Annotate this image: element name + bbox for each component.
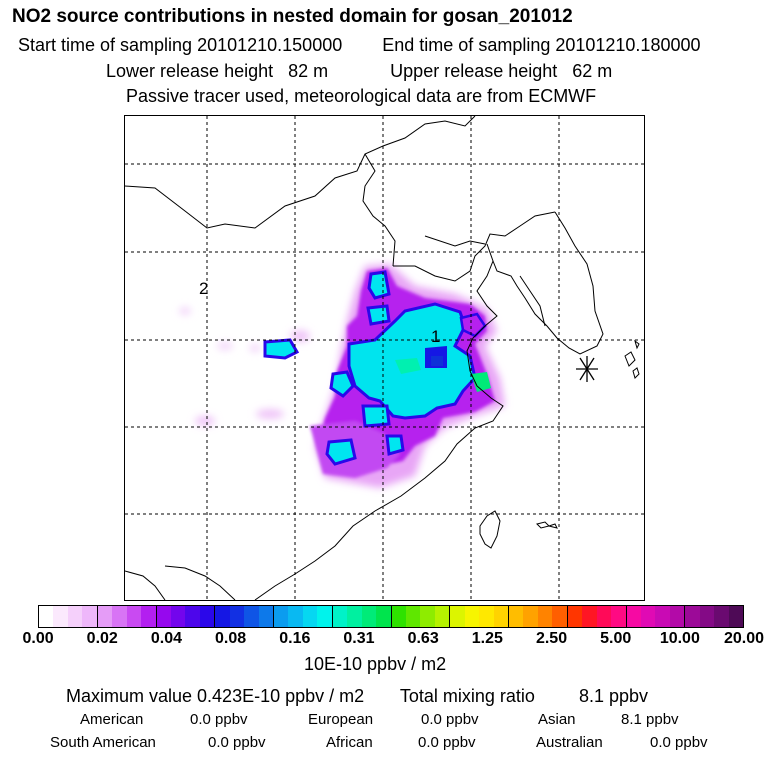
total-mixing-label: Total mixing ratio xyxy=(399,686,535,706)
receptor-marker xyxy=(576,356,598,382)
region-name-european: European xyxy=(308,711,374,728)
colorbar-swatch xyxy=(39,606,54,627)
region-name-american: American xyxy=(80,711,144,728)
region-value-african: 0.0 ppbv xyxy=(418,734,476,751)
colorbar-swatch xyxy=(699,606,715,627)
maximum-value: Maximum value 0.423E-10 ppbv / m2 xyxy=(66,686,365,706)
tracer-note: Passive tracer used, meteorological data… xyxy=(126,86,597,106)
colorbar-swatch xyxy=(170,606,186,627)
colorbar-swatch xyxy=(420,606,435,627)
colorbar-swatch xyxy=(141,606,157,627)
colorbar-tick-label: 0.04 xyxy=(150,630,182,647)
colorbar-swatch xyxy=(655,606,670,627)
colorbar-tick-label: 0.63 xyxy=(407,630,439,647)
total-mixing-value: 8.1 ppbv xyxy=(578,686,649,706)
start-time-label: Start time of sampling 20101210.150000 xyxy=(18,35,343,55)
colorbar-tick-label: 0.00 xyxy=(22,630,54,647)
colorbar-swatch xyxy=(611,606,627,627)
colorbar-swatch xyxy=(67,606,83,627)
colorbar-swatch xyxy=(126,606,142,627)
coastlines xyxy=(124,115,640,601)
colorbar-swatch xyxy=(685,606,700,627)
colorbar-swatch xyxy=(215,606,230,627)
map-canvas: 1 2 xyxy=(124,115,644,601)
colorbar xyxy=(38,605,744,628)
colorbar-swatch xyxy=(728,606,743,627)
maximum-line: Maximum value 0.423E-10 ppbv / m2 Total … xyxy=(66,686,648,707)
grid-lines xyxy=(125,116,644,600)
map-panel: 1 2 xyxy=(124,115,645,601)
colorbar-swatch xyxy=(669,606,686,627)
colorbar-tick-label: 0.16 xyxy=(279,630,311,647)
colorbar-swatch xyxy=(582,606,597,627)
colorbar-swatch xyxy=(626,606,641,627)
colorbar-swatch xyxy=(640,606,656,627)
colorbar-swatch xyxy=(288,606,303,627)
colorbar-swatch xyxy=(302,606,318,627)
colorbar-swatch xyxy=(552,606,568,627)
region-value-american: 0.0 ppbv xyxy=(190,711,248,728)
colorbar-tick-label: 0.31 xyxy=(343,630,375,647)
colorbar-swatch xyxy=(567,606,583,627)
colorbar-unit: 10E-10 ppbv / m2 xyxy=(304,654,447,674)
colorbar-tick-label: 10.00 xyxy=(659,630,700,647)
sampling-times: Start time of sampling 20101210.150000 E… xyxy=(18,35,701,56)
colorbar-swatch xyxy=(82,606,98,627)
end-time-label: End time of sampling 20101210.180000 xyxy=(382,35,701,55)
region-name-asian: Asian xyxy=(538,711,576,728)
region-name-south-american: South American xyxy=(50,734,156,751)
colorbar-swatch xyxy=(112,606,127,627)
colorbar-swatch xyxy=(317,606,333,627)
colorbar-tick-label: 0.08 xyxy=(215,630,247,647)
colorbar-swatch xyxy=(332,606,348,627)
colorbar-tick-label: 0.02 xyxy=(86,630,118,647)
region-name-australian: Australian xyxy=(536,734,603,751)
colorbar-tick-label: 5.00 xyxy=(600,630,632,647)
colorbar-tick-label: 20.00 xyxy=(724,630,765,647)
colorbar-swatch xyxy=(229,606,245,627)
colorbar-swatch xyxy=(274,606,289,627)
colorbar-swatch xyxy=(97,606,113,627)
colorbar-swatch xyxy=(244,606,259,627)
region-value-australian: 0.0 ppbv xyxy=(650,734,708,751)
source-label-1: 1 xyxy=(431,327,440,346)
colorbar-swatch xyxy=(450,606,465,627)
colorbar-swatch xyxy=(376,606,392,627)
colorbar-swatch xyxy=(509,606,524,627)
colorbar-swatch xyxy=(479,606,494,627)
colorbar-swatch xyxy=(391,606,406,627)
colorbar-tick-label: 2.50 xyxy=(535,630,568,647)
colorbar-swatch xyxy=(361,606,377,627)
colorbar-swatch xyxy=(493,606,509,627)
colorbar-swatch xyxy=(523,606,538,627)
release-heights: Lower release height 82 m Upper release … xyxy=(106,61,612,82)
colorbar-swatch xyxy=(434,606,451,627)
colorbar-swatch xyxy=(714,606,729,627)
region-value-south-american: 0.0 ppbv xyxy=(208,734,266,751)
plot-title: NO2 source contributions in nested domai… xyxy=(12,6,573,27)
region-value-asian: 8.1 ppbv xyxy=(621,711,679,728)
source-label-2: 2 xyxy=(199,279,208,298)
colorbar-swatch xyxy=(596,606,612,627)
colorbar-tick-label: 1.25 xyxy=(471,630,503,647)
colorbar-swatch xyxy=(53,606,68,627)
colorbar-swatch xyxy=(258,606,274,627)
concentration-field-blue xyxy=(263,270,491,466)
colorbar-swatch xyxy=(199,606,216,627)
colorbar-swatch xyxy=(405,606,421,627)
region-name-african: African xyxy=(326,734,373,751)
colorbar-swatch xyxy=(537,606,553,627)
region-value-european: 0.0 ppbv xyxy=(421,711,479,728)
lower-release-label: Lower release height 82 m xyxy=(106,61,329,81)
colorbar-swatch xyxy=(347,606,362,627)
upper-release-label: Upper release height 62 m xyxy=(390,61,613,81)
colorbar-swatch xyxy=(185,606,200,627)
colorbar-swatch xyxy=(156,606,171,627)
colorbar-swatch xyxy=(464,606,480,627)
